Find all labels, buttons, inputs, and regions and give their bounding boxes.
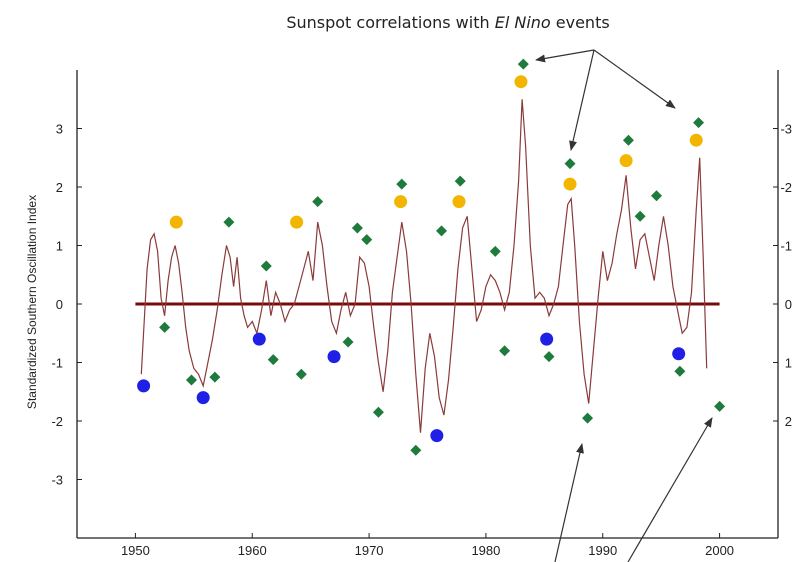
green-diamond-marker bbox=[223, 216, 235, 228]
green-diamond-marker bbox=[650, 190, 662, 202]
event-markers bbox=[137, 58, 726, 456]
annotation-arrows bbox=[535, 49, 713, 562]
x-tick-label: 1960 bbox=[238, 543, 267, 558]
green-diamond-marker bbox=[582, 412, 594, 424]
soi-series-line bbox=[140, 99, 708, 433]
green-diamond-marker bbox=[693, 117, 705, 129]
y-right-tick-label: -3 bbox=[780, 122, 792, 137]
green-diamond-marker bbox=[267, 354, 279, 366]
yellow-circle-marker bbox=[394, 195, 408, 209]
green-diamond-marker bbox=[499, 345, 511, 357]
green-diamond-marker bbox=[185, 374, 197, 386]
green-diamond-marker bbox=[517, 58, 529, 70]
blue-circle-marker bbox=[540, 332, 554, 346]
axis-ticks: 1950 1960 1970 1980 1990 2000 3 2 1 0 -1 -2 -3 -3 -2 -1… bbox=[51, 122, 792, 559]
blue-circle-marker bbox=[252, 332, 266, 346]
yellow-circle-marker bbox=[563, 177, 577, 191]
y-left-tick-label: -2 bbox=[51, 414, 63, 429]
green-diamond-marker bbox=[209, 371, 221, 383]
yellow-circle-marker bbox=[452, 195, 466, 209]
green-diamond-marker bbox=[634, 210, 646, 222]
green-diamond-marker bbox=[372, 406, 384, 418]
arrow-top-to-1983 bbox=[535, 49, 595, 63]
green-diamond-marker bbox=[342, 336, 354, 348]
chart-title-suffix: events bbox=[551, 13, 610, 32]
y-left-tick-label: 0 bbox=[56, 297, 63, 312]
x-tick-label: 1970 bbox=[355, 543, 384, 558]
y-right-tick-label: -2 bbox=[780, 180, 792, 195]
green-diamond-marker bbox=[260, 260, 272, 272]
y-left-tick-label: -3 bbox=[51, 473, 63, 488]
y-left-tick-label: 3 bbox=[56, 122, 63, 137]
green-diamond-marker bbox=[410, 444, 422, 456]
green-diamond-marker bbox=[361, 234, 373, 246]
chart-title: Sunspot correlations with El Nino events bbox=[286, 13, 609, 32]
chart-title-italic: El Nino bbox=[495, 13, 551, 32]
x-tick-label: 1950 bbox=[121, 543, 150, 558]
chart-title-text: Sunspot correlations with bbox=[286, 13, 494, 32]
blue-circle-marker bbox=[137, 379, 151, 393]
blue-circle-marker bbox=[327, 350, 341, 364]
green-diamond-marker bbox=[159, 321, 171, 333]
yellow-circle-marker bbox=[169, 215, 183, 229]
yellow-circle-marker bbox=[619, 154, 633, 168]
y-right-tick-label: -1 bbox=[780, 239, 792, 254]
yellow-circle-marker bbox=[514, 75, 528, 89]
y-right-tick-label: 0 bbox=[785, 297, 792, 312]
green-diamond-marker bbox=[622, 134, 634, 146]
y-left-tick-label: -1 bbox=[51, 356, 63, 371]
arrow-bottom-to-1988 bbox=[554, 443, 584, 562]
x-tick-label: 1980 bbox=[471, 543, 500, 558]
y-left-tick-label: 1 bbox=[56, 239, 63, 254]
green-diamond-marker bbox=[312, 196, 324, 208]
x-tick-label: 2000 bbox=[705, 543, 734, 558]
green-diamond-marker bbox=[674, 365, 686, 377]
y-right-tick-label: 1 bbox=[785, 356, 792, 371]
green-diamond-marker bbox=[454, 175, 466, 187]
green-diamond-marker bbox=[564, 158, 576, 170]
yellow-circle-marker bbox=[290, 215, 304, 229]
green-diamond-marker bbox=[351, 222, 363, 234]
y-right-tick-label: 2 bbox=[785, 414, 792, 429]
green-diamond-marker bbox=[396, 178, 408, 190]
y-axis-label: Standardized Southern Oscillation Index bbox=[25, 195, 39, 409]
blue-circle-marker bbox=[430, 429, 444, 443]
x-tick-label: 1990 bbox=[588, 543, 617, 558]
green-diamond-marker bbox=[714, 400, 726, 412]
green-diamond-marker bbox=[489, 245, 501, 257]
blue-circle-marker bbox=[196, 391, 210, 405]
arrow-top-to-1998 bbox=[593, 49, 676, 109]
green-diamond-marker bbox=[295, 368, 307, 380]
arrow-bottom-to-2000 bbox=[627, 417, 713, 562]
y-left-tick-label: 2 bbox=[56, 180, 63, 195]
green-diamond-marker bbox=[436, 225, 448, 237]
green-diamond-marker bbox=[543, 351, 555, 363]
arrow-top-to-1987 bbox=[569, 49, 595, 151]
blue-circle-marker bbox=[672, 347, 686, 361]
yellow-circle-marker bbox=[689, 133, 703, 147]
